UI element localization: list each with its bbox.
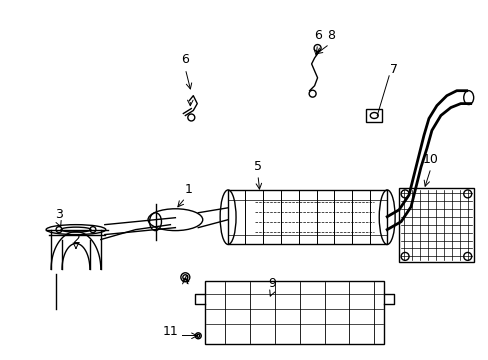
Bar bbox=[227, 190, 386, 244]
Bar bbox=[398, 188, 473, 262]
Text: 6: 6 bbox=[181, 53, 189, 66]
Text: 5: 5 bbox=[253, 160, 262, 173]
Text: 7: 7 bbox=[389, 63, 397, 76]
Text: 3: 3 bbox=[55, 208, 63, 221]
Text: 11: 11 bbox=[163, 325, 178, 338]
Text: 6: 6 bbox=[313, 29, 321, 42]
Bar bbox=[366, 109, 382, 122]
Text: 4: 4 bbox=[181, 274, 189, 287]
Text: 9: 9 bbox=[267, 277, 275, 290]
Text: 2: 2 bbox=[72, 233, 80, 246]
Text: 8: 8 bbox=[327, 29, 335, 42]
Text: 1: 1 bbox=[184, 183, 192, 196]
Text: 10: 10 bbox=[422, 153, 438, 166]
